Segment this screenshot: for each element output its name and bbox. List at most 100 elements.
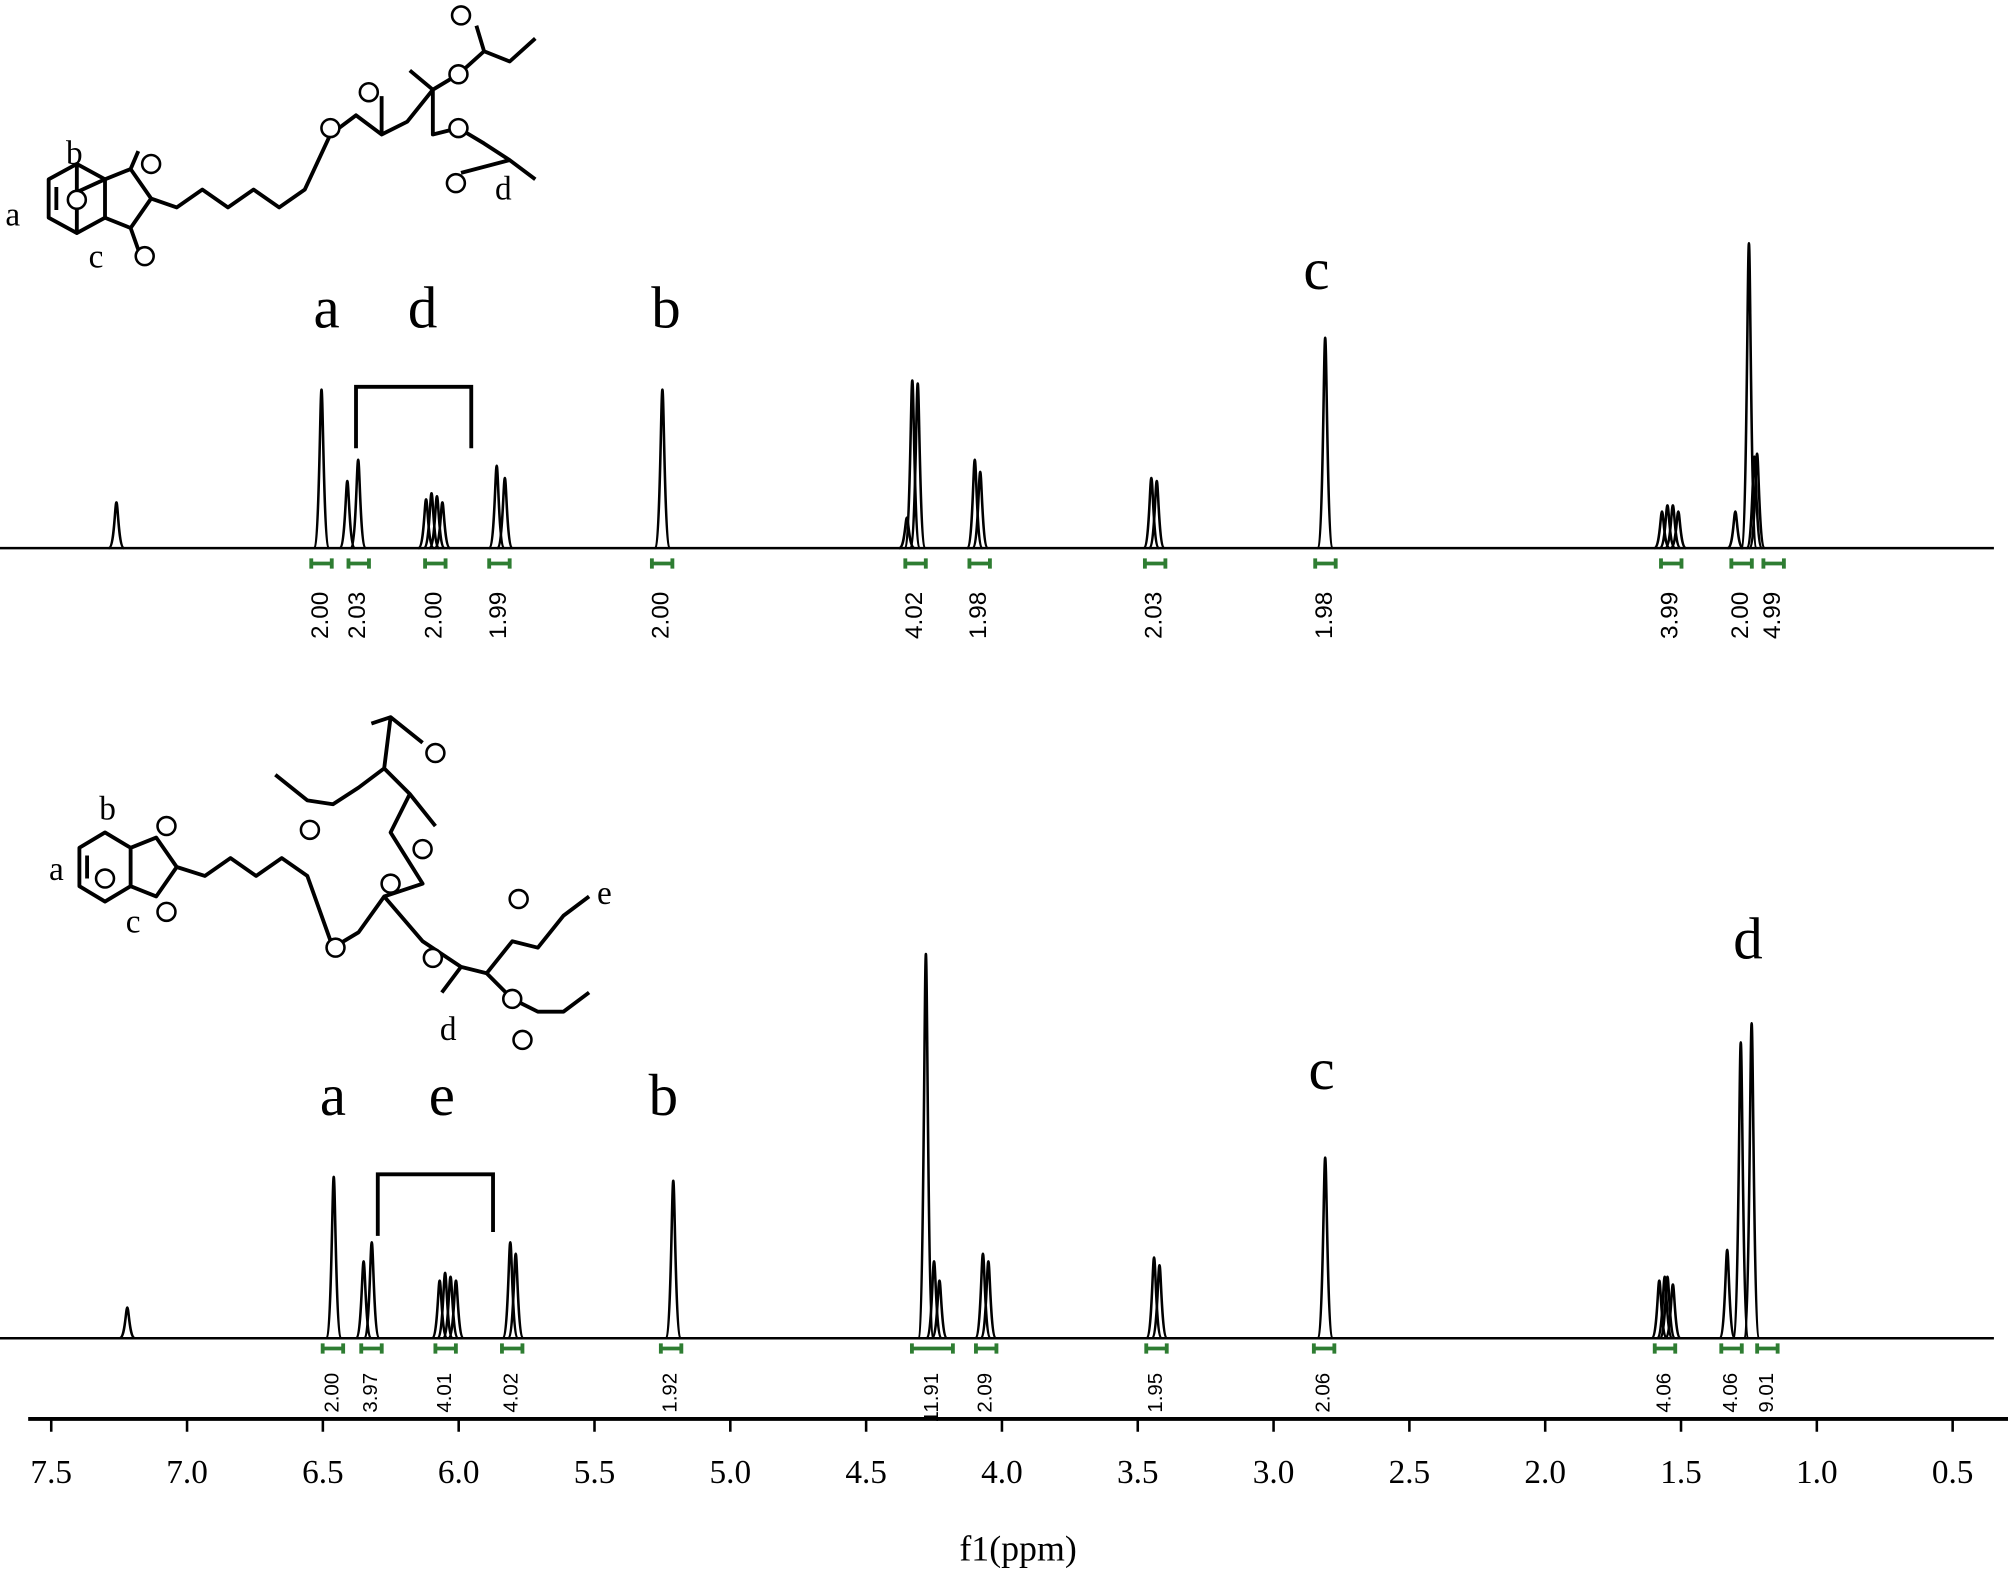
x-tick-label: 6.0 xyxy=(438,1454,480,1491)
integral-label: 3.97 xyxy=(359,1373,382,1413)
peak xyxy=(441,1275,460,1340)
integral-label: 2.03 xyxy=(1141,592,1168,639)
integral-label: 2.00 xyxy=(320,1373,343,1413)
peak xyxy=(908,382,927,550)
structure-bottom xyxy=(77,715,591,1051)
integral-label: 4.01 xyxy=(433,1373,456,1413)
peak xyxy=(338,479,357,550)
peak xyxy=(1653,510,1671,550)
peak xyxy=(1150,1263,1169,1340)
peak xyxy=(428,495,446,550)
peak xyxy=(501,1240,520,1340)
integral-mark xyxy=(1652,1343,1678,1354)
integral-label: 2.00 xyxy=(1727,592,1754,639)
integral-mark xyxy=(1313,558,1338,569)
integral-label: 1.92 xyxy=(659,1373,682,1413)
integral-mark xyxy=(433,1343,458,1354)
integral-mark xyxy=(903,558,928,569)
integral-label: 2.03 xyxy=(344,592,371,639)
structure-label: c xyxy=(89,239,104,276)
peak xyxy=(506,1252,525,1340)
integral-mark xyxy=(1659,558,1684,569)
peak xyxy=(1663,504,1682,550)
x-tick-label: 4.0 xyxy=(981,1454,1023,1491)
integral-label: 4.02 xyxy=(901,592,928,639)
integral-mark xyxy=(909,1343,955,1354)
integral-mark xyxy=(1144,1343,1169,1354)
integral-label: 1.95 xyxy=(1144,1373,1167,1413)
integral-label: 4.99 xyxy=(1759,592,1786,639)
integral-label: 4.02 xyxy=(500,1373,523,1413)
x-tick-label: 7.5 xyxy=(30,1454,72,1491)
peak xyxy=(898,516,916,550)
peak xyxy=(1316,1156,1335,1340)
peak xyxy=(925,1260,943,1340)
integral-mark xyxy=(346,558,371,569)
peak xyxy=(312,388,331,550)
structure-label: b xyxy=(66,135,83,172)
peak xyxy=(447,1279,465,1340)
integral-label: 2.00 xyxy=(307,592,334,639)
x-tick-label: 5.5 xyxy=(574,1454,616,1491)
x-tick-label: 1.0 xyxy=(1796,1454,1838,1491)
x-tick-label: 3.0 xyxy=(1253,1454,1295,1491)
peak xyxy=(324,1175,343,1340)
peak-assignment: e xyxy=(429,1063,455,1128)
peak xyxy=(1669,510,1688,550)
integral-label: 4.06 xyxy=(1719,1373,1742,1413)
x-axis-label: f1(ppm) xyxy=(959,1528,1076,1568)
peak-bracket xyxy=(375,1172,495,1236)
integral-mark xyxy=(1755,1343,1780,1354)
integral-mark xyxy=(423,558,448,569)
peak xyxy=(1745,455,1764,550)
peak xyxy=(930,1279,949,1340)
peak-assignment: c xyxy=(1309,1037,1335,1102)
peak xyxy=(979,1260,998,1340)
structure-label: d xyxy=(495,171,512,208)
integral-mark xyxy=(500,1343,525,1354)
x-tick-label: 5.0 xyxy=(710,1454,752,1491)
x-tick-label: 4.5 xyxy=(845,1454,887,1491)
peak xyxy=(1658,504,1677,550)
peak-bracket xyxy=(354,384,474,449)
peak xyxy=(973,1252,992,1340)
integral-mark xyxy=(1311,1343,1337,1354)
integral-mark xyxy=(320,1343,346,1354)
peak xyxy=(1145,1256,1164,1340)
peak xyxy=(653,388,672,550)
peak-assignment: b xyxy=(649,1063,678,1128)
integral-label: 2.00 xyxy=(648,592,675,639)
peak xyxy=(1748,452,1767,550)
peak xyxy=(436,1271,455,1340)
peak xyxy=(107,501,126,550)
integral-mark xyxy=(1761,558,1786,569)
x-tick-label: 2.0 xyxy=(1524,1454,1566,1491)
peak xyxy=(430,1279,449,1340)
peak xyxy=(349,458,368,550)
integral-label: 9.01 xyxy=(1755,1373,1778,1413)
peak-assignment: a xyxy=(320,1063,346,1128)
peak xyxy=(1663,1283,1682,1340)
x-tick-label: 7.0 xyxy=(166,1454,208,1491)
peak xyxy=(118,1306,136,1340)
x-tick-label: 0.5 xyxy=(1932,1454,1974,1491)
peak-assignment: a xyxy=(313,275,339,340)
peak xyxy=(1742,1021,1761,1340)
integral-label: 3.99 xyxy=(1657,592,1684,639)
x-tick-label: 6.5 xyxy=(302,1454,344,1491)
integral-mark xyxy=(359,1343,384,1354)
x-tick-label: 3.5 xyxy=(1117,1454,1159,1491)
integral-label: 1.99 xyxy=(485,592,512,639)
peak xyxy=(433,501,452,550)
peak xyxy=(664,1179,683,1340)
peak xyxy=(1658,1275,1677,1340)
structure-label: d xyxy=(440,1011,457,1048)
structure-label: e xyxy=(597,875,612,912)
peak xyxy=(965,458,984,550)
peak xyxy=(916,952,935,1340)
peak-assignment: d xyxy=(1733,907,1762,972)
x-tick-label: 2.5 xyxy=(1389,1454,1431,1491)
structure-label: b xyxy=(99,791,116,828)
x-tick-label: 1.5 xyxy=(1660,1454,1702,1491)
